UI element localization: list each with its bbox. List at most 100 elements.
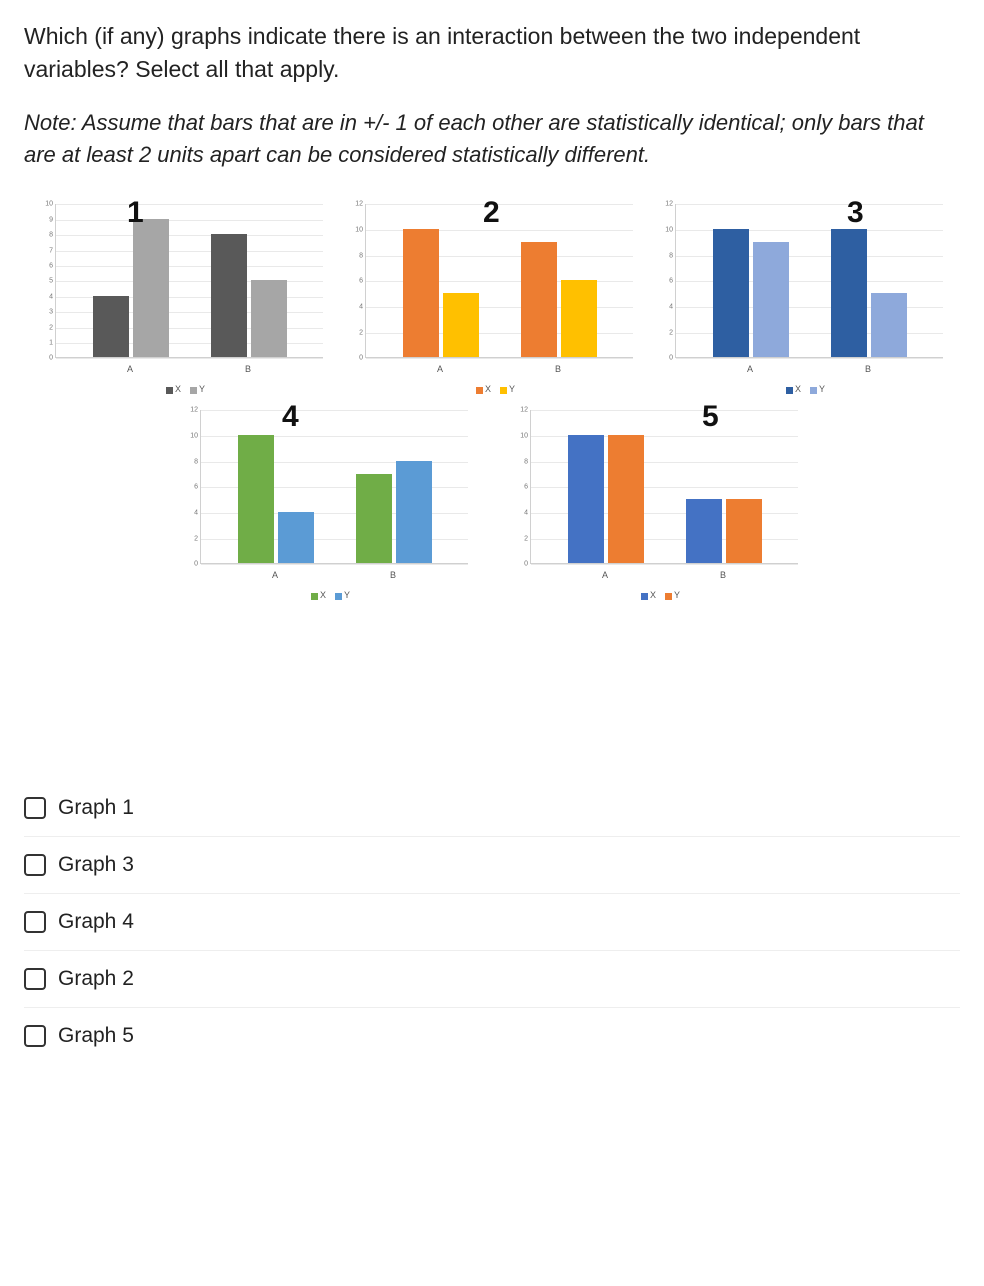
y-tick: 8 <box>347 252 363 259</box>
x-category: B <box>720 570 726 580</box>
chart-4: 4024681012ABXY <box>182 404 472 600</box>
option-graph-5[interactable]: Graph 5 <box>24 1008 960 1064</box>
x-category: A <box>272 570 278 580</box>
y-tick: 12 <box>657 201 673 208</box>
y-tick: 4 <box>182 510 198 517</box>
chart-3: 3024681012ABXY <box>657 198 947 394</box>
chart-number: 5 <box>702 400 719 434</box>
option-graph-3[interactable]: Graph 3 <box>24 837 960 894</box>
y-tick: 12 <box>347 201 363 208</box>
chart-number: 2 <box>483 196 500 230</box>
bar <box>568 435 604 563</box>
y-tick: 10 <box>657 227 673 234</box>
y-tick: 6 <box>512 484 528 491</box>
y-tick: 1 <box>37 340 53 347</box>
bar <box>396 461 432 564</box>
chart-number: 4 <box>282 400 299 434</box>
legend-swatch <box>810 387 817 394</box>
checkbox-icon[interactable] <box>24 968 46 990</box>
y-tick: 6 <box>657 278 673 285</box>
y-tick: 0 <box>512 561 528 568</box>
y-tick: 8 <box>182 458 198 465</box>
question-text: Which (if any) graphs indicate there is … <box>24 20 960 87</box>
option-graph-4[interactable]: Graph 4 <box>24 894 960 951</box>
y-tick: 7 <box>37 247 53 254</box>
bar <box>726 499 762 563</box>
legend: XY <box>37 384 327 394</box>
chart-2: 2024681012ABXY <box>347 198 637 394</box>
y-tick: 8 <box>512 458 528 465</box>
legend-label: X <box>320 590 327 600</box>
y-tick: 2 <box>182 535 198 542</box>
bar-group <box>93 219 169 358</box>
y-tick: 4 <box>37 293 53 300</box>
y-tick: 6 <box>37 263 53 270</box>
checkbox-icon[interactable] <box>24 911 46 933</box>
bar-group <box>686 499 762 563</box>
plot-area: 024681012AB <box>657 198 947 358</box>
bar <box>686 499 722 563</box>
legend-label: X <box>175 384 182 394</box>
y-tick: 2 <box>347 329 363 336</box>
bar <box>753 242 789 358</box>
option-graph-2[interactable]: Graph 2 <box>24 951 960 1008</box>
bar <box>93 296 129 358</box>
legend-swatch <box>166 387 173 394</box>
option-label: Graph 1 <box>58 796 134 820</box>
legend-label: Y <box>819 384 826 394</box>
option-label: Graph 2 <box>58 967 134 991</box>
bar <box>133 219 169 358</box>
chart-1: 1012345678910ABXY <box>37 198 327 394</box>
bar <box>831 229 867 357</box>
y-tick: 9 <box>37 216 53 223</box>
charts-row-1: 1012345678910ABXY 2024681012ABXY 3024681… <box>24 198 960 394</box>
bar <box>356 474 392 564</box>
checkbox-icon[interactable] <box>24 797 46 819</box>
x-category: B <box>555 364 561 374</box>
y-tick: 4 <box>657 304 673 311</box>
bar <box>278 512 314 563</box>
plot-area: 024681012AB <box>512 404 802 564</box>
legend: XY <box>657 384 947 394</box>
y-tick: 12 <box>182 407 198 414</box>
legend-swatch <box>665 593 672 600</box>
y-tick: 2 <box>657 329 673 336</box>
x-category: A <box>602 570 608 580</box>
chart-number: 3 <box>847 196 864 230</box>
y-tick: 10 <box>37 201 53 208</box>
legend-label: X <box>795 384 802 394</box>
y-tick: 8 <box>657 252 673 259</box>
plot-area: 012345678910AB <box>37 198 327 358</box>
y-tick: 2 <box>512 535 528 542</box>
y-tick: 0 <box>657 355 673 362</box>
option-label: Graph 5 <box>58 1024 134 1048</box>
checkbox-icon[interactable] <box>24 1025 46 1047</box>
charts-row-2: 4024681012ABXY 5024681012ABXY <box>24 404 960 600</box>
legend-swatch <box>500 387 507 394</box>
legend-swatch <box>311 593 318 600</box>
option-label: Graph 4 <box>58 910 134 934</box>
x-category: B <box>245 364 251 374</box>
legend-label: Y <box>674 590 681 600</box>
bar-group <box>568 435 644 563</box>
x-category: A <box>127 364 133 374</box>
legend-label: Y <box>509 384 516 394</box>
bar <box>443 293 479 357</box>
y-tick: 4 <box>347 304 363 311</box>
bar <box>713 229 749 357</box>
chart-5: 5024681012ABXY <box>512 404 802 600</box>
y-tick: 0 <box>37 355 53 362</box>
y-tick: 0 <box>347 355 363 362</box>
legend-label: X <box>650 590 657 600</box>
bar-group <box>211 234 287 357</box>
bar <box>871 293 907 357</box>
question-note: Note: Assume that bars that are in +/- 1… <box>24 107 960 171</box>
legend-label: X <box>485 384 492 394</box>
checkbox-icon[interactable] <box>24 854 46 876</box>
answer-options: Graph 1 Graph 3 Graph 4 Graph 2 Graph 5 <box>24 780 960 1064</box>
y-tick: 10 <box>347 227 363 234</box>
option-graph-1[interactable]: Graph 1 <box>24 780 960 837</box>
legend-swatch <box>335 593 342 600</box>
bar <box>251 280 287 357</box>
bar-group <box>356 461 432 564</box>
